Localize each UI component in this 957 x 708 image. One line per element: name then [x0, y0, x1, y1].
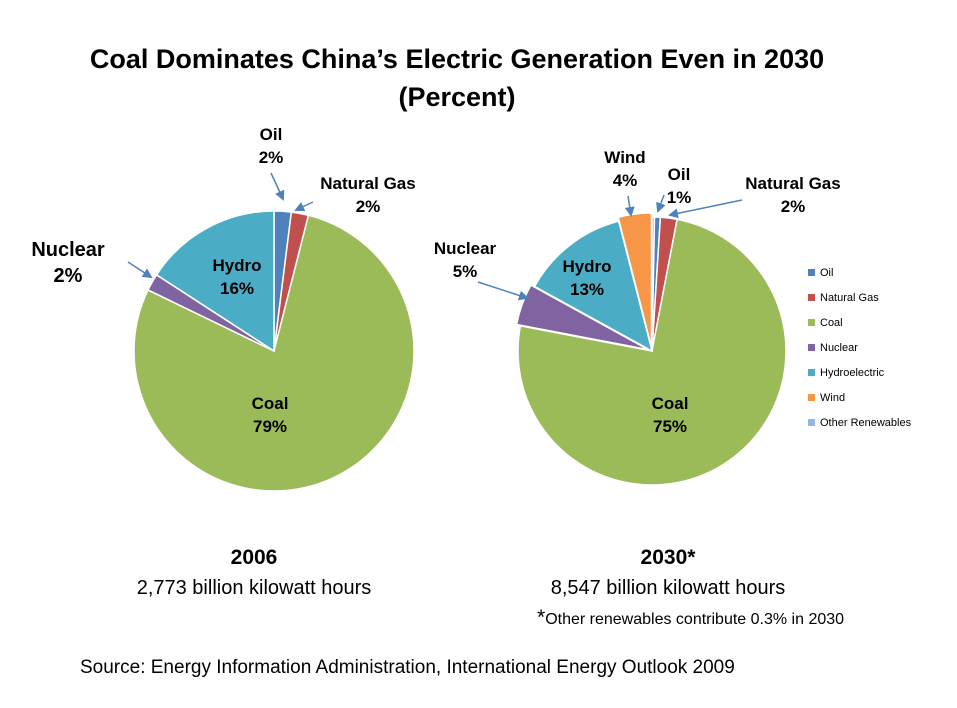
pie-2006-label-hydroelectric-pct: 16% — [220, 279, 254, 298]
pie-2006-label-nuclear-pct: 2% — [54, 265, 83, 287]
slice-labels: Oil 2% Natural Gas 2% Nuclear 2% Hydro 16% Coal 7… — [31, 125, 840, 436]
pie-2030-label-oil-name: Oil — [668, 165, 691, 184]
renewables-footnote: *Other renewables contribute 0.3% in 203… — [537, 606, 844, 630]
legend-label-coal: Coal — [820, 317, 843, 329]
legend-label-nuclear: Nuclear — [820, 342, 858, 354]
pie-2030-arrow-natural-gas — [668, 199, 743, 219]
pie-2030 — [515, 212, 787, 486]
pie-2030-label-coal-pct: 75% — [653, 417, 687, 436]
total-2030-label: 8,547 billion kilowatt hours — [550, 577, 786, 599]
pie-2030-slice-nuclear — [515, 284, 649, 351]
legend-swatch-oil — [808, 269, 815, 276]
pie-2006-label-nuclear-name: Nuclear — [31, 239, 105, 261]
footnote-asterisk: * — [537, 606, 546, 629]
chart-title: Coal Dominates China’s Electric Generati… — [0, 40, 914, 116]
legend: Oil Natural Gas Coal Nuclear Hydroelectric Wi… — [808, 267, 912, 429]
pie-2006-label-natural-gas-name: Natural Gas — [320, 174, 415, 193]
legend-swatch-other-renewables — [808, 419, 815, 426]
source-note: Source: Energy Information Administratio… — [80, 657, 735, 678]
pie-2030-label-natural-gas-pct: 2% — [781, 197, 806, 216]
pie-2006 — [133, 210, 415, 492]
footnote-text: Other renewables contribute 0.3% in 2030 — [545, 611, 845, 628]
pie-2030-arrow-oil — [656, 194, 666, 213]
pie-2006-label-natural-gas-pct: 2% — [356, 197, 381, 216]
legend-swatch-wind — [808, 394, 815, 401]
pie-2006-arrow-natural-gas — [294, 201, 314, 212]
pie-2030-label-hydroelectric-pct: 13% — [570, 280, 604, 299]
pie-2030-label-hydroelectric-name: Hydro — [562, 257, 611, 276]
pie-2006-label-coal-pct: 79% — [253, 417, 287, 436]
pie-2030-label-natural-gas-name: Natural Gas — [745, 174, 840, 193]
legend-label-natural-gas: Natural Gas — [820, 292, 879, 304]
pie-2006-label-oil-name: Oil — [260, 125, 283, 144]
pie-2030-label-nuclear-name: Nuclear — [434, 239, 497, 258]
legend-label-other-renewables: Other Renewables — [820, 417, 912, 429]
legend-swatch-coal — [808, 319, 815, 326]
legend-swatch-natural-gas — [808, 294, 815, 301]
pie-2006-label-hydroelectric-name: Hydro — [212, 256, 261, 275]
pie-2030-slice-hydroelectric — [533, 220, 654, 353]
year-2006-label: 2006 — [230, 546, 278, 569]
pie-2006-slice-coal — [133, 214, 415, 492]
pie-2030-arrow-wind — [624, 195, 635, 217]
total-2006-label: 2,773 billion kilowatt hours — [136, 577, 372, 599]
pie-2030-slice-wind — [617, 212, 653, 348]
pie-2030-label-coal-name: Coal — [652, 394, 689, 413]
pie-2006-label-coal-name: Coal — [252, 394, 289, 413]
legend-swatch-hydroelectric — [808, 369, 815, 376]
pie-2030-label-nuclear-pct: 5% — [453, 262, 478, 281]
legend-label-oil: Oil — [820, 267, 833, 279]
pie-2030-label-wind-pct: 4% — [613, 171, 638, 190]
legend-label-wind: Wind — [820, 392, 845, 404]
year-2030-label: 2030* — [640, 546, 696, 569]
legend-swatch-nuclear — [808, 344, 815, 351]
legend-label-hydroelectric: Hydroelectric — [820, 367, 885, 379]
pie-2006-arrow-nuclear — [127, 261, 153, 279]
title-line-2: (Percent) — [398, 82, 516, 112]
pie-2006-label-oil-pct: 2% — [259, 148, 284, 167]
title-line-1: Coal Dominates China’s Electric Generati… — [89, 44, 825, 74]
pie-2006-arrow-oil — [270, 172, 285, 201]
pie-2006-slice-hydroelectric — [155, 210, 275, 353]
pie-2030-label-oil-pct: 1% — [667, 188, 692, 207]
pie-2030-slice-coal — [517, 218, 787, 486]
pie-2030-arrow-nuclear — [477, 281, 529, 301]
pie-2030-label-wind-name: Wind — [604, 148, 645, 167]
